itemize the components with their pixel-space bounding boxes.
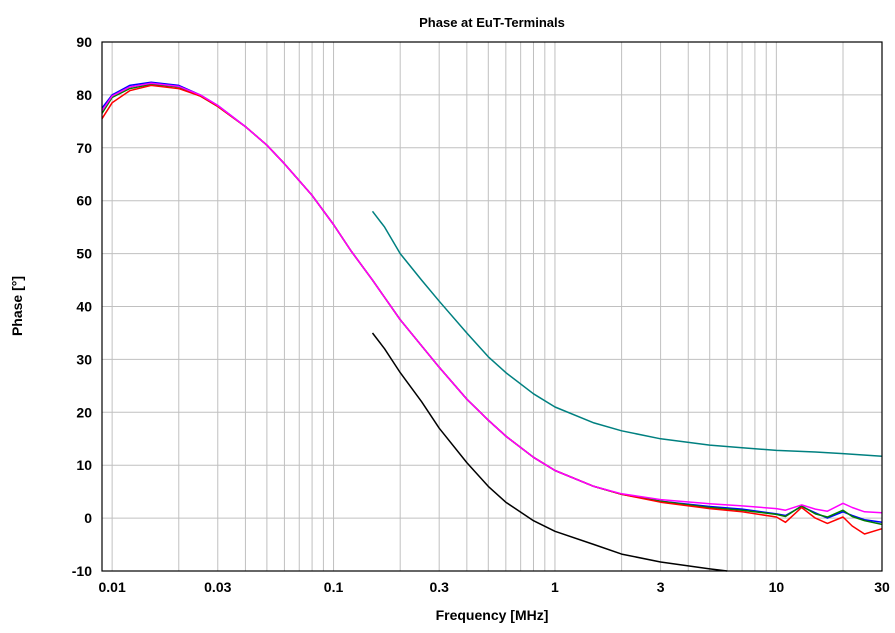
y-axis-label: Phase [°] xyxy=(9,276,25,336)
y-tick-label: 50 xyxy=(76,246,92,262)
plot-frame xyxy=(101,41,883,572)
y-tick-label: 70 xyxy=(76,140,92,156)
x-tick-label: 10 xyxy=(769,579,785,595)
y-tick-label: 10 xyxy=(76,457,92,473)
series-line-6 xyxy=(371,332,728,572)
y-tick-label: 0 xyxy=(84,510,92,526)
series-group xyxy=(101,81,883,572)
grid xyxy=(102,42,882,571)
x-tick-label: 30 xyxy=(874,579,890,595)
y-tick-label: 30 xyxy=(76,351,92,367)
x-axis-label: Frequency [MHz] xyxy=(436,607,549,623)
series-line-4 xyxy=(101,82,883,514)
series-line-5 xyxy=(371,210,883,457)
y-tick-label: 80 xyxy=(76,87,92,103)
y-tick-label: 60 xyxy=(76,193,92,209)
x-tick-label: 0.1 xyxy=(324,579,344,595)
x-tick-label: 3 xyxy=(657,579,665,595)
series-line-3 xyxy=(101,84,883,535)
x-tick-label: 0.01 xyxy=(99,579,126,595)
x-tick-label: 0.3 xyxy=(429,579,449,595)
chart-title: Phase at EuT-Terminals xyxy=(419,15,565,30)
tick-labels: 0.01 0.03 0.1 0.3 1 3 10 30 -10 0 10 20 30 40 50 60 70 80… xyxy=(72,34,890,595)
y-tick-label: 40 xyxy=(76,299,92,315)
x-tick-label: 1 xyxy=(551,579,559,595)
y-tick-label: 20 xyxy=(76,404,92,420)
x-tick-label: 0.03 xyxy=(204,579,231,595)
y-tick-label: 90 xyxy=(76,34,92,50)
series-line-2 xyxy=(101,83,883,526)
y-tick-label: -10 xyxy=(72,563,92,579)
